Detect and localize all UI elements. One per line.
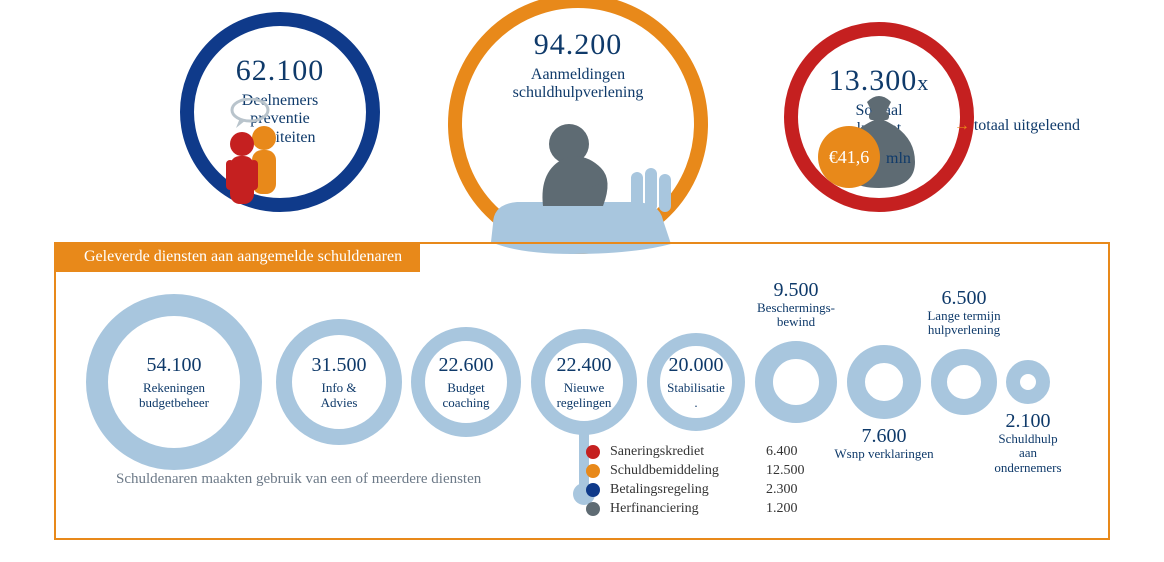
legend-dot [586, 502, 600, 516]
service-label: Budget coaching [443, 381, 490, 410]
service-ring: 22.400 Nieuwe regelingen [531, 329, 637, 435]
legend-name: Betalingsregeling [610, 482, 760, 498]
legend-name: Herfinanciering [610, 501, 760, 517]
despair-icon [483, 114, 673, 254]
legend-row: Herfinanciering 1.200 [586, 501, 805, 517]
legend-value: 1.200 [766, 501, 798, 517]
service-value: 22.400 [557, 354, 612, 377]
hero-label: Aanmeldingen schuldhulpverlening [513, 66, 644, 103]
service-ring [755, 341, 837, 423]
arrow-text: totaal uitgeleend [954, 117, 1080, 135]
service-label: Nieuwe regelingen [557, 381, 612, 410]
service-value: 31.500 [312, 354, 367, 377]
legend-value: 12.500 [766, 463, 805, 479]
legend-value: 6.400 [766, 444, 798, 460]
service-ext-label: 7.600Wsnp verklaringen [819, 425, 949, 461]
service-ring: 54.100 Rekeningen budgetbeheer [86, 294, 262, 470]
service-ext-label: 2.100Schuldhulpaanondernemers [963, 410, 1093, 475]
service-label: Stabilisatie . [667, 381, 725, 410]
hero-value: 94.200 [534, 28, 623, 62]
legend-row: Saneringskrediet 6.400 [586, 444, 805, 460]
legend-dot [586, 464, 600, 478]
service-ring [847, 345, 921, 419]
service-ext-label: 6.500Lange termijnhulpverlening [899, 287, 1029, 338]
service-ring: 31.500 Info & Advies [276, 319, 402, 445]
service-ring: 22.600 Budget coaching [411, 327, 521, 437]
hero-sociaal-krediet: 13.300x Sociaal krediet €41,6 mln totaal… [784, 22, 974, 212]
service-value: 54.100 [147, 354, 202, 377]
legend: Saneringskrediet 6.400 Schuldbemiddeling 12… [586, 441, 805, 520]
service-ring: 20.000 Stabilisatie . [647, 333, 745, 431]
legend-row: Betalingsregeling 2.300 [586, 482, 805, 498]
service-value: 20.000 [669, 354, 724, 377]
footnote: Schuldenaren maakten gebruik van een of … [116, 471, 481, 488]
hero-value: 62.100 [236, 54, 325, 88]
service-value: 22.600 [439, 354, 494, 377]
hero-row: 62.100 Deelnemers preventie activiteiten… [0, 0, 1164, 250]
legend-value: 2.300 [766, 482, 798, 498]
euro-value: €41,6 [829, 147, 870, 168]
service-ext-label: 9.500Beschermings-bewind [731, 279, 861, 330]
legend-row: Schuldbemiddeling 12.500 [586, 463, 805, 479]
service-label: Info & Advies [321, 381, 358, 410]
hero-aanmeldingen: 94.200 Aanmeldingen schuldhulpverlening [448, 0, 708, 254]
legend-dot [586, 483, 600, 497]
legend-name: Schuldbemiddeling [610, 463, 760, 479]
services-box: Geleverde diensten aan aangemelde schuld… [54, 242, 1110, 540]
service-ring [1006, 360, 1050, 404]
services-title: Geleverde diensten aan aangemelde schuld… [54, 242, 420, 272]
hero-deelnemers: 62.100 Deelnemers preventie activiteiten [180, 12, 380, 212]
euro-badge: €41,6 [818, 126, 880, 188]
euro-unit: mln [886, 150, 911, 168]
people-icon [212, 98, 302, 208]
service-label: Rekeningen budgetbeheer [139, 381, 209, 410]
service-ring [931, 349, 997, 415]
legend-dot [586, 445, 600, 459]
legend-name: Saneringskrediet [610, 444, 760, 460]
